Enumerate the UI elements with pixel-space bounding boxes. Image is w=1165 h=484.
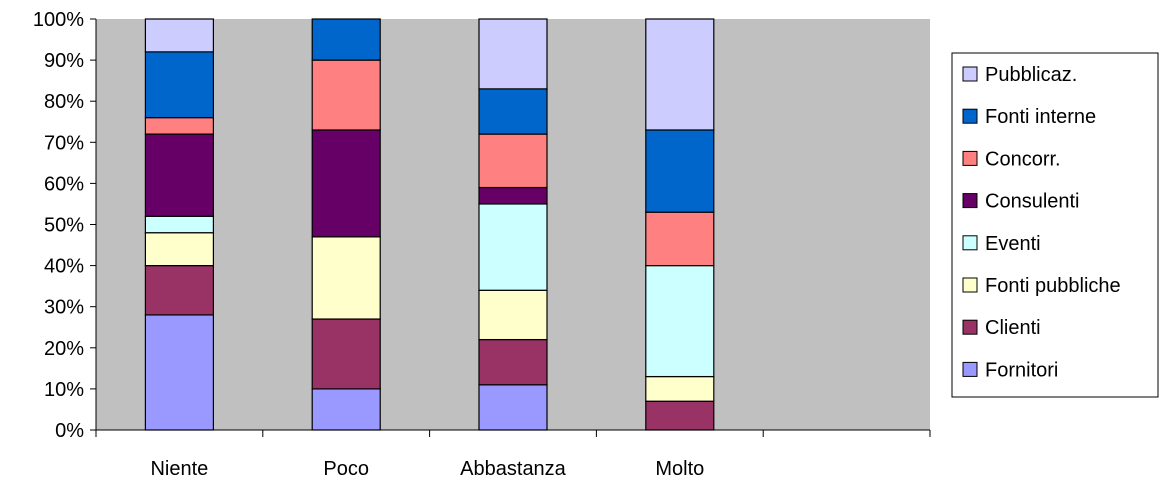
x-tick-label: Niente	[150, 458, 208, 479]
y-tick-label: 20%	[44, 338, 84, 360]
legend-label: Fornitori	[985, 359, 1058, 381]
legend-label: Clienti	[985, 317, 1041, 339]
bar-segment	[478, 133, 548, 189]
legend-swatch	[962, 361, 978, 377]
legend-label: Fonti pubbliche	[985, 275, 1121, 297]
bar-segment	[478, 186, 548, 205]
bar-segment	[144, 215, 214, 234]
y-tick-label: 90%	[44, 50, 84, 72]
bar-segment	[311, 318, 381, 390]
y-tick-label: 50%	[44, 215, 84, 237]
bar-segment	[144, 117, 214, 135]
y-tick-label: 80%	[44, 91, 84, 113]
y-tick-label: 30%	[44, 297, 84, 319]
bar-segment	[478, 289, 548, 341]
bar-segment	[144, 265, 214, 316]
bar-segment	[144, 232, 214, 267]
bar-segment	[144, 133, 214, 217]
legend-label: Pubblicaz.	[985, 64, 1077, 86]
bar-segment	[645, 129, 715, 213]
legend-box	[951, 52, 1159, 398]
bar-segment	[478, 18, 548, 90]
bar-segment	[478, 88, 548, 135]
bar-segment	[144, 51, 214, 119]
x-tick-label: Abbastanza	[460, 458, 567, 479]
bar-segment	[645, 375, 715, 402]
bar-segment	[311, 59, 381, 131]
x-tick-label: Poco	[323, 458, 369, 479]
bar-segment	[311, 129, 381, 238]
legend-swatch	[962, 108, 978, 124]
bar-segment	[645, 265, 715, 378]
bar-segment	[311, 388, 381, 431]
legend-label: Consulenti	[985, 191, 1080, 213]
y-tick-label: 40%	[44, 256, 84, 278]
bar-segment	[645, 18, 715, 131]
x-tick-label: Molto	[655, 458, 704, 479]
legend-swatch	[962, 277, 978, 293]
y-tick-label: 0%	[55, 420, 84, 442]
bar-segment	[478, 338, 548, 386]
legend-label: Fonti interne	[985, 106, 1096, 128]
bar-segment	[311, 18, 381, 61]
legend-swatch	[962, 66, 978, 82]
bar-segment	[645, 211, 715, 267]
bar-segment	[478, 384, 548, 431]
y-tick-label: 60%	[44, 173, 84, 195]
legend-label: Eventi	[985, 233, 1041, 255]
legend-swatch	[962, 150, 978, 166]
legend-label: Concorr.	[985, 148, 1061, 170]
bar-segment	[144, 18, 214, 53]
legend-swatch	[962, 235, 978, 251]
y-tick-label: 70%	[44, 132, 84, 154]
bar-segment	[478, 203, 548, 291]
bar-segment	[645, 400, 715, 431]
y-tick-label: 10%	[44, 379, 84, 401]
legend-swatch	[962, 319, 978, 335]
bar-segment	[311, 236, 381, 320]
y-tick-label: 100%	[33, 9, 84, 31]
bar-segment	[144, 314, 214, 431]
legend-swatch	[962, 193, 978, 209]
